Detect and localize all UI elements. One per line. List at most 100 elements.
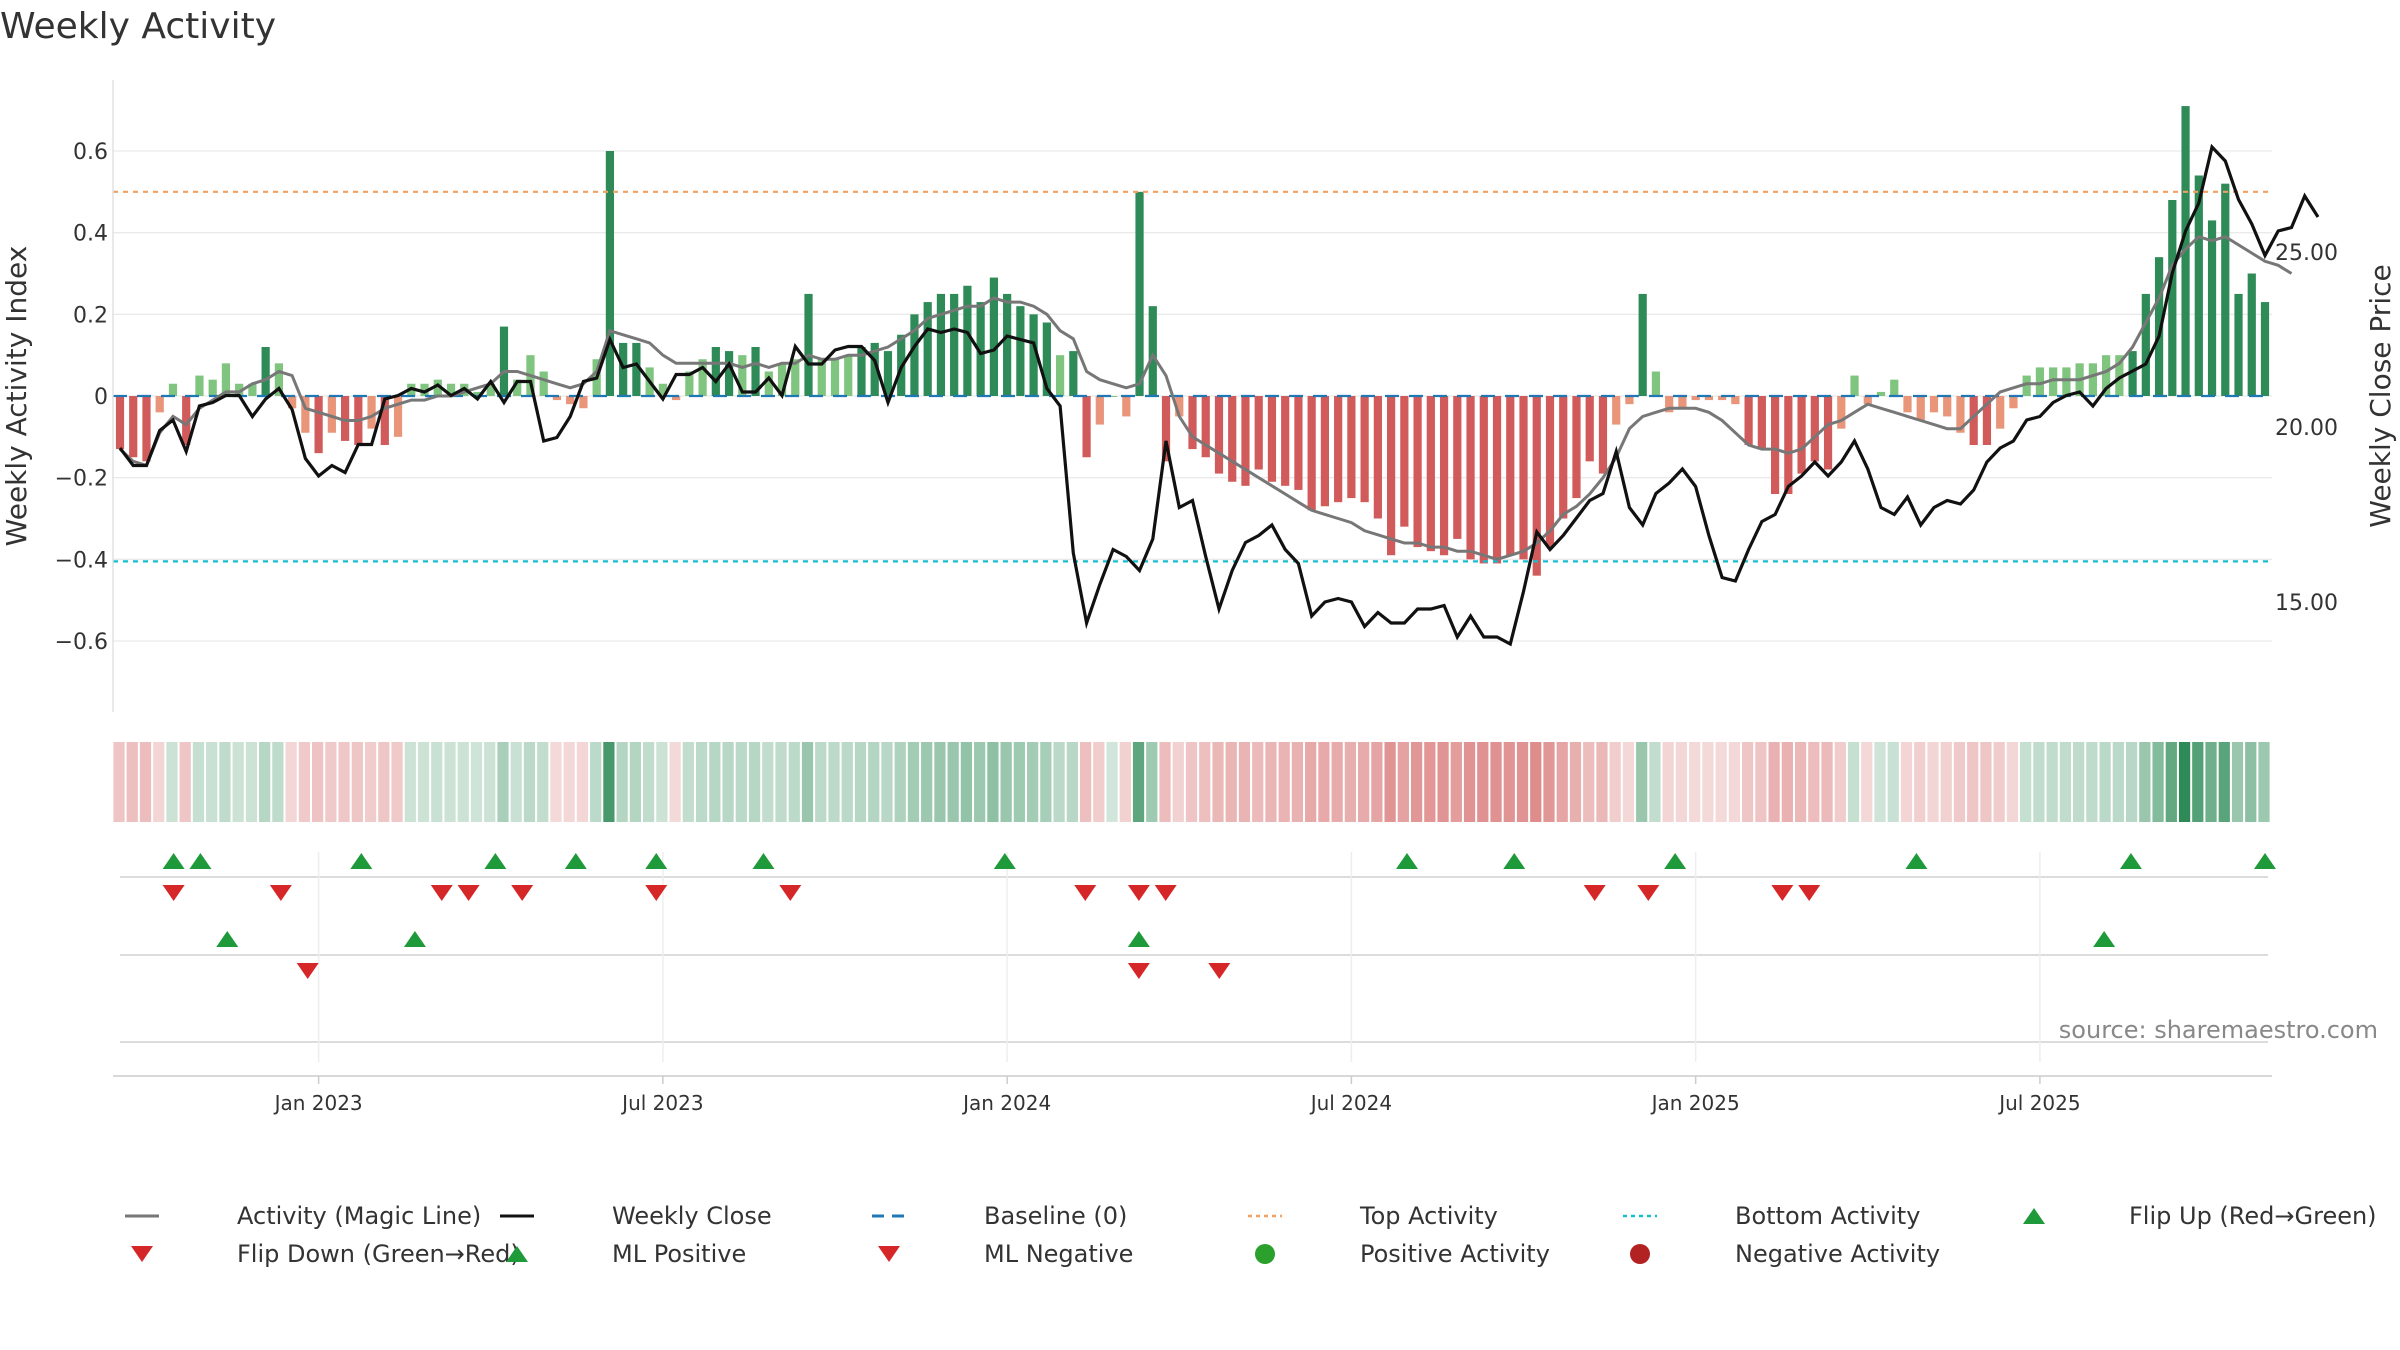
ml-positive-marker xyxy=(216,931,239,947)
heat-cell xyxy=(2139,742,2151,822)
heat-cell xyxy=(298,742,310,822)
activity-bar xyxy=(2247,273,2256,396)
legend-swatch xyxy=(131,1246,153,1262)
heat-cell xyxy=(907,742,920,822)
heat-cell xyxy=(1146,742,1158,822)
heat-cell xyxy=(1993,742,2005,822)
heat-cell xyxy=(1013,742,1025,822)
heat-cell xyxy=(192,742,205,822)
activity-bars xyxy=(115,106,2270,576)
activity-bar xyxy=(1665,396,1674,413)
heat-cell xyxy=(1715,742,1727,822)
heat-cell xyxy=(1781,742,1793,822)
activity-bar xyxy=(2260,302,2270,396)
activity-bar xyxy=(1731,396,1740,405)
heat-cell xyxy=(1026,742,1039,822)
activity-bar xyxy=(1281,396,1290,486)
flip-up-marker xyxy=(752,853,775,869)
heat-cell xyxy=(1940,742,1952,822)
x-tick-label: Jul 2024 xyxy=(1309,1091,1392,1115)
heat-cell xyxy=(417,742,430,822)
activity-bar xyxy=(1929,396,1939,413)
activity-bar xyxy=(327,396,336,433)
heat-cell xyxy=(1649,742,1661,822)
activity-bar xyxy=(1320,396,1330,507)
flip-down-marker xyxy=(457,885,480,901)
heat-cell xyxy=(960,742,973,822)
heat-cell xyxy=(1225,742,1237,822)
activity-bar xyxy=(1426,396,1435,552)
heat-cell xyxy=(590,742,602,822)
heat-cell xyxy=(669,742,681,822)
heat-cell xyxy=(1622,742,1635,822)
heat-cell xyxy=(431,742,443,822)
heat-cell xyxy=(629,742,642,822)
flip-down-marker xyxy=(645,885,668,901)
activity-bar xyxy=(976,302,985,396)
y-tick-label-right: 15.00 xyxy=(2275,591,2338,616)
activity-bar xyxy=(870,342,879,396)
activity-bar xyxy=(1598,396,1608,474)
activity-bar xyxy=(1784,396,1793,494)
heat-cell xyxy=(603,742,615,822)
activity-bar xyxy=(420,383,429,396)
heat-cell xyxy=(1847,742,1860,822)
legend-item: Negative Activity xyxy=(1630,1240,1940,1268)
heat-cell xyxy=(1702,742,1714,822)
heat-cell xyxy=(1914,742,1926,822)
activity-bar xyxy=(738,355,747,396)
heat-cell xyxy=(1265,742,1277,822)
flip-up-marker xyxy=(993,853,1016,869)
activity-bar xyxy=(1241,396,1250,486)
activity-bar xyxy=(1996,396,2005,429)
heat-cell xyxy=(523,742,536,822)
flip-up-marker xyxy=(484,853,507,869)
heat-cell xyxy=(1410,742,1423,822)
activity-bar xyxy=(1254,396,1263,470)
heat-cell xyxy=(1450,742,1462,822)
activity-bar xyxy=(2049,367,2058,396)
activity-bar xyxy=(1400,396,1409,527)
activity-bar xyxy=(248,383,257,396)
heat-cell xyxy=(1477,742,1489,822)
heat-cell xyxy=(378,742,390,822)
flip-down-marker xyxy=(269,885,292,901)
heat-cell xyxy=(1437,742,1449,822)
ml-positive-marker xyxy=(403,931,426,947)
heat-cell xyxy=(1516,742,1529,822)
heat-cell xyxy=(1132,742,1145,822)
heat-cell xyxy=(762,742,774,822)
activity-bar xyxy=(1625,396,1634,405)
activity-bar xyxy=(1294,396,1303,490)
heat-cell xyxy=(1424,742,1436,822)
y-axis-label-left: Weekly Activity Index xyxy=(0,246,33,547)
activity-bar xyxy=(2234,293,2243,396)
activity-bar xyxy=(1413,396,1422,548)
y-tick-label-left: 0.6 xyxy=(73,140,108,165)
activity-bar xyxy=(1850,375,1859,396)
heat-cell xyxy=(656,742,668,822)
heat-cell xyxy=(1291,742,1304,822)
heat-cell xyxy=(1106,742,1118,822)
heat-cell xyxy=(841,742,853,822)
activity-bar xyxy=(1479,396,1488,564)
activity-bar xyxy=(274,363,283,396)
flip-down-marker xyxy=(511,885,534,901)
weekly-close-line xyxy=(118,143,2320,647)
heat-cell xyxy=(868,742,880,822)
heat-cell xyxy=(444,742,456,822)
activity-bar xyxy=(1956,396,1965,433)
heat-cell xyxy=(748,742,761,822)
activity-bar xyxy=(1559,396,1568,519)
activity-bar xyxy=(1545,396,1555,548)
heat-cell xyxy=(1040,742,1052,822)
heat-cell xyxy=(1172,742,1184,822)
ml-positive-marker xyxy=(1127,931,1150,947)
activity-bar xyxy=(1585,396,1594,462)
heat-cell xyxy=(1358,742,1370,822)
y-tick-label-left: −0.6 xyxy=(55,630,108,655)
magic-line xyxy=(118,235,2293,561)
flip-up-marker xyxy=(645,853,668,869)
heat-cell xyxy=(881,742,893,822)
